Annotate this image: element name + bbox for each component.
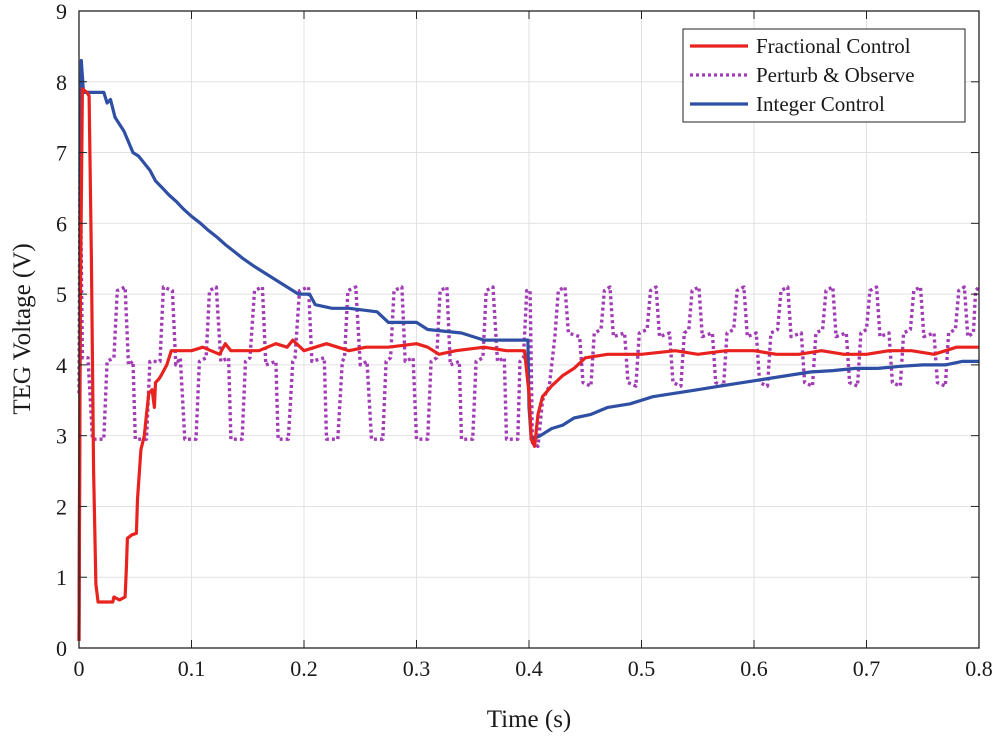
series-line-fractional-control xyxy=(77,87,979,641)
x-tick-labels: 0 0.1 0.2 0.3 0.4 0.5 0.6 0.7 0.8 xyxy=(74,656,993,681)
y-tick-label: 3 xyxy=(56,424,67,449)
y-tick-label: 7 xyxy=(56,141,67,166)
y-tick-label: 6 xyxy=(56,211,67,236)
series-line-integer-control xyxy=(77,58,979,641)
x-tick-label: 0.5 xyxy=(628,656,656,681)
y-tick-label: 5 xyxy=(56,282,67,307)
x-tick-label: 0.1 xyxy=(178,656,206,681)
legend-label: Integer Control xyxy=(756,92,885,116)
x-tick-label: 0 xyxy=(74,656,85,681)
y-axis-label: TEG Voltage (V) xyxy=(9,243,36,414)
y-tick-label: 2 xyxy=(56,494,67,519)
y-tick-label: 8 xyxy=(56,70,67,95)
legend-label: Fractional Control xyxy=(756,34,911,58)
x-axis-label: Time (s) xyxy=(487,706,572,733)
x-tick-label: 0.4 xyxy=(515,656,543,681)
legend: Fractional Control Perturb & Observe Integ… xyxy=(682,28,966,123)
x-tick-label: 0.7 xyxy=(853,656,881,681)
x-ticks xyxy=(78,11,980,648)
y-tick-label: 4 xyxy=(56,353,67,378)
x-gridlines xyxy=(191,11,867,648)
series-layer xyxy=(77,58,981,641)
x-tick-label: 0.2 xyxy=(290,656,318,681)
y-ticks xyxy=(79,10,979,649)
x-tick-label: 0.6 xyxy=(740,656,768,681)
y-tick-label: 1 xyxy=(56,565,67,590)
x-tick-label: 0.8 xyxy=(965,656,993,681)
legend-label: Perturb & Observe xyxy=(756,63,915,87)
y-tick-label: 9 xyxy=(56,0,67,24)
y-tick-label: 0 xyxy=(56,636,67,661)
y-tick-labels: 0 1 2 3 4 5 6 7 8 9 xyxy=(56,0,67,661)
x-tick-label: 0.3 xyxy=(403,656,431,681)
